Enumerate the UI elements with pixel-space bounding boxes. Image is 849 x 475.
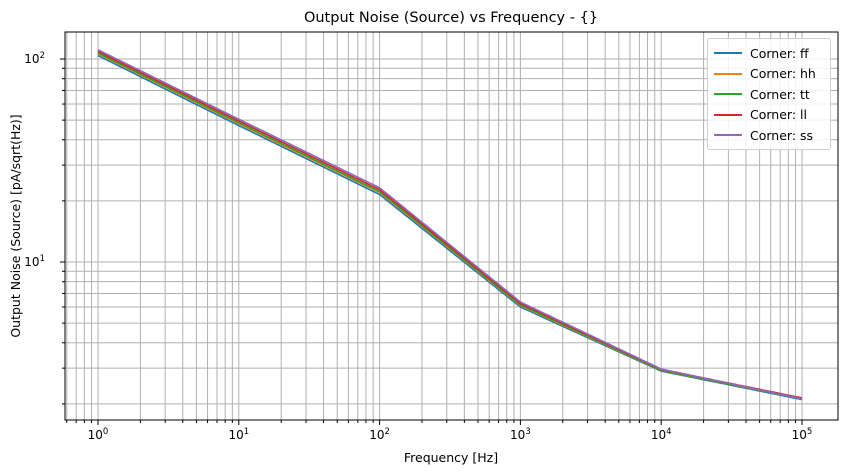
svg-text:102: 102: [369, 427, 390, 442]
chart-title: Output Noise (Source) vs Frequency - {}: [304, 10, 598, 26]
svg-text:101: 101: [24, 254, 45, 269]
x-axis-ticks: 100 101 102 103 104 105: [66, 420, 813, 442]
svg-text:101: 101: [228, 427, 249, 442]
legend-item-tt: Corner: tt: [708, 84, 830, 105]
y-axis-ticks: 101 102: [24, 51, 65, 405]
legend-swatch-icon: [714, 52, 742, 55]
legend-swatch-icon: [714, 72, 742, 75]
svg-text:105: 105: [792, 427, 813, 442]
x-axis-label: Frequency [Hz]: [404, 450, 498, 465]
svg-text:100: 100: [88, 427, 109, 442]
legend-label: Corner: ll: [750, 107, 807, 123]
legend-item-ll: Corner: ll: [708, 105, 830, 126]
legend-label: Corner: ff: [750, 45, 809, 61]
svg-text:104: 104: [651, 427, 672, 442]
svg-text:102: 102: [24, 51, 45, 66]
legend: Corner: ff Corner: hh Corner: tt Corner:…: [707, 38, 831, 150]
y-axis-label: Output Noise (Source) [pA/sqrt(Hz)]: [8, 114, 23, 337]
svg-text:103: 103: [510, 427, 531, 442]
legend-swatch-icon: [714, 93, 742, 96]
legend-swatch-icon: [714, 134, 742, 137]
legend-label: Corner: tt: [750, 86, 810, 102]
legend-swatch-icon: [714, 113, 742, 116]
legend-label: Corner: hh: [750, 66, 816, 82]
legend-item-hh: Corner: hh: [708, 64, 830, 85]
series-lines: [97, 49, 803, 401]
plot-frame: [64, 31, 839, 421]
legend-item-ss: Corner: ss: [708, 125, 830, 146]
legend-label: Corner: ss: [750, 127, 814, 143]
legend-item-ff: Corner: ff: [708, 43, 830, 64]
